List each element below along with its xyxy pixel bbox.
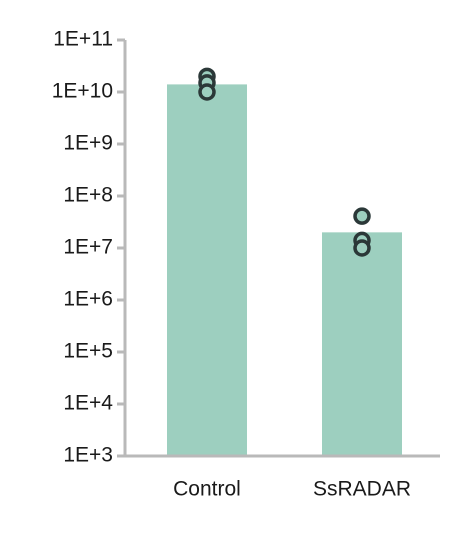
data-point (353, 239, 371, 257)
y-tick-label: 1E+6 (63, 288, 113, 311)
data-point (198, 83, 216, 101)
y-tick-label: 1E+8 (63, 184, 113, 207)
x-tick-label: Control (173, 478, 241, 501)
y-tick-label: 1E+5 (63, 340, 113, 363)
x-tick-label: SsRADAR (313, 478, 411, 501)
y-tick-label: 1E+3 (63, 444, 113, 467)
y-tick-label: 1E+10 (52, 80, 113, 103)
bar (322, 232, 402, 456)
y-tick-label: 1E+7 (63, 236, 113, 259)
y-tick-label: 1E+9 (63, 132, 113, 155)
y-tick-label: 1E+11 (53, 28, 113, 51)
y-tick-label: 1E+4 (63, 392, 113, 415)
data-point (353, 207, 371, 225)
bar (167, 84, 247, 457)
